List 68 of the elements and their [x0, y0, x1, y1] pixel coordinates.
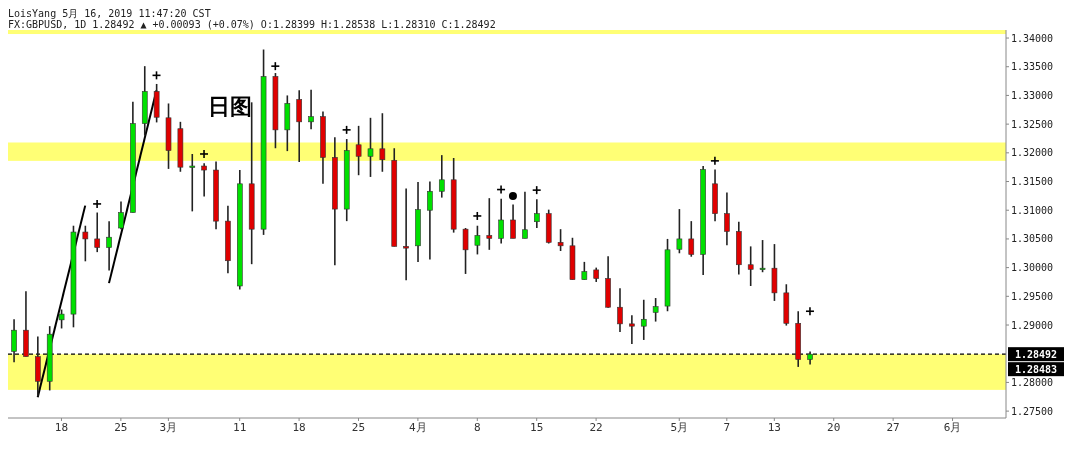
x-tick-label: 4月: [409, 420, 427, 434]
candlestick: [676, 208, 683, 255]
candlestick: [510, 203, 516, 240]
x-tick-label: 18: [54, 420, 69, 434]
candlestick: [724, 191, 730, 247]
y-tick-label: 1.29500: [1011, 290, 1054, 302]
y-tick-label: 1.33000: [1011, 89, 1054, 101]
candlestick: [688, 220, 695, 258]
candlestick: [355, 125, 362, 177]
candlestick: [522, 191, 528, 240]
x-tick-label: 27: [886, 420, 900, 434]
x-tick-label: 6月: [943, 420, 962, 434]
candlestick: [534, 198, 540, 229]
candlestick: [58, 308, 65, 330]
y-tick-label: 1.28000: [1011, 376, 1054, 388]
y-tick-label: 1.31000: [1011, 204, 1054, 216]
text: LoisYang 5月 16, 2019 11:47:20 CST: [8, 8, 211, 19]
candlestick: [486, 197, 493, 251]
candlestick: [438, 154, 445, 199]
candlestick: [498, 197, 504, 245]
text: FX:GBPUSD, 1D 1.28492 ▲ +0.00093 (+0.07%) O:1.28399 H:1.28538 L:1.28310 C:1.28492: [8, 19, 497, 30]
x-tick-label: 15: [530, 420, 544, 434]
ref-line-label: 1.28492: [1014, 349, 1058, 361]
y-tick-label: 1.34000: [1011, 32, 1054, 44]
y-tick-label: 1.31500: [1011, 176, 1054, 188]
y-tick-label: 1.32500: [1011, 118, 1054, 130]
candlestick: [379, 112, 386, 173]
candlestick: [474, 224, 481, 256]
candlestick: [462, 227, 469, 275]
candlestick: [118, 200, 124, 230]
candlestick: [189, 153, 196, 213]
point: [508, 191, 517, 200]
y-tick-label: 1.27500: [1011, 405, 1054, 417]
candlestick: [427, 180, 433, 261]
x-tick-label: 20: [827, 420, 841, 434]
candlestick: [296, 89, 303, 163]
y-tick-label: 1.32000: [1011, 147, 1054, 159]
candlestick: [367, 117, 374, 178]
x-tick-label: 5月: [670, 420, 689, 434]
x-tick-label: 13: [767, 420, 781, 434]
y-tick-label: 1.30000: [1011, 262, 1054, 274]
candlestick: [308, 88, 314, 131]
y-tick-label: 1.33500: [1011, 61, 1054, 73]
x-tick-label: 7: [723, 420, 731, 434]
candlestick: [617, 287, 623, 333]
candlestick: [652, 297, 659, 323]
candlestick: [403, 187, 409, 282]
x-tick-label: 22: [589, 420, 603, 434]
text: 1.28483: [1014, 364, 1058, 376]
candlestick: [557, 228, 564, 252]
y-tick-label: 1.30500: [1011, 233, 1054, 245]
x-tick-label: 11: [233, 420, 247, 434]
candlestick: [759, 239, 766, 274]
y-tick-label: 1.29000: [1011, 319, 1054, 331]
candlestick: [201, 162, 207, 198]
text: 日图: [208, 93, 252, 121]
candlestick: [640, 298, 647, 341]
candlestick: [82, 224, 89, 263]
x-tick-label: 18: [292, 420, 306, 434]
candlestick: [106, 220, 112, 272]
candlestick: [747, 245, 754, 287]
candlestick: [94, 211, 101, 253]
candlestick: [629, 314, 635, 345]
x-tick-label: 25: [114, 420, 128, 434]
x-tick-label: 3月: [159, 420, 178, 434]
x-tick-label: 8: [473, 420, 481, 434]
x-tick-label: 25: [351, 420, 366, 434]
candlestick: [11, 318, 17, 364]
